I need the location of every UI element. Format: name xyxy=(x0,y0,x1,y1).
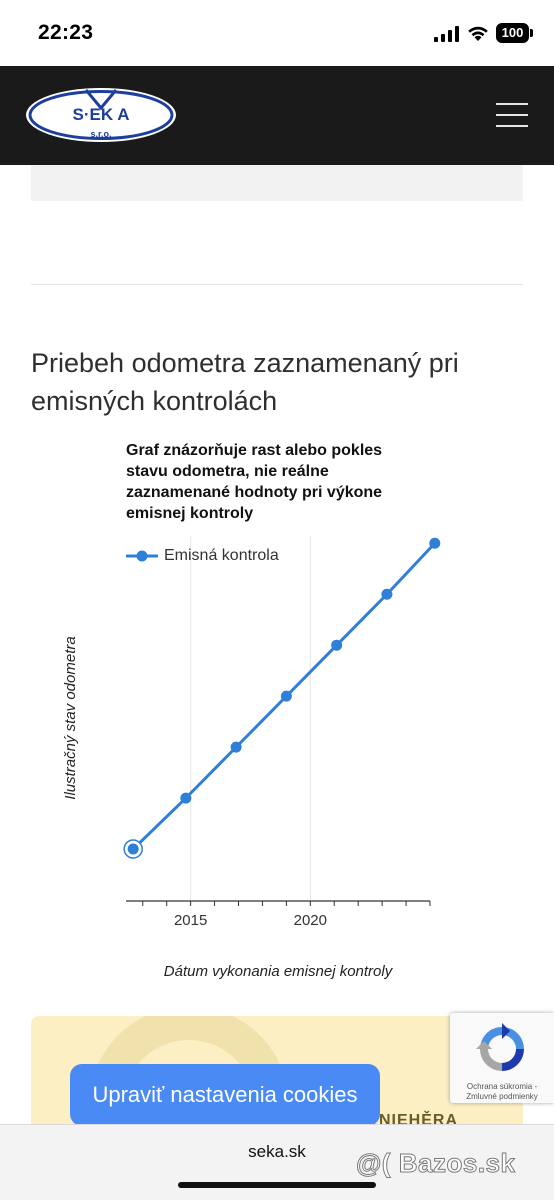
logo-text: S·EK A xyxy=(73,105,130,124)
hamburger-menu-icon[interactable] xyxy=(494,101,530,131)
battery-level: 100 xyxy=(501,25,524,40)
logo-subtext: s.r.o. xyxy=(90,129,111,139)
data-point[interactable] xyxy=(429,537,441,549)
seka-logo[interactable]: S·EK A s.r.o. xyxy=(24,86,178,144)
section-title: Priebeh odometra zaznamenaný pri emisnýc… xyxy=(31,348,459,416)
wifi-icon xyxy=(468,26,488,41)
recaptcha-links[interactable]: Ochrana súkromia - Zmluvné podmienky xyxy=(466,1082,538,1101)
recaptcha-icon xyxy=(476,1023,524,1071)
recaptcha-badge[interactable]: Ochrana súkromia - Zmluvné podmienky xyxy=(450,1013,554,1103)
cookie-settings-button[interactable]: Upraviť nastavenia cookies xyxy=(70,1064,380,1126)
x-tick-label: 2015 xyxy=(173,912,208,929)
data-point[interactable] xyxy=(331,639,343,651)
content-placeholder-block xyxy=(31,165,523,201)
legend-item-emisna-kontrola[interactable]: Emisná kontrola xyxy=(164,547,279,564)
data-point[interactable] xyxy=(230,741,242,753)
cellular-signal-icon xyxy=(434,26,459,42)
y-axis-label: Ilustračný stav odometra xyxy=(62,636,79,800)
data-point[interactable] xyxy=(381,588,393,600)
chart-title: Graf znázorňuje rast alebo pokles stavu … xyxy=(126,442,383,522)
data-point[interactable] xyxy=(180,792,192,804)
battery-icon: 100 xyxy=(496,23,534,43)
legend-line-icon xyxy=(126,550,158,562)
x-tick-label: 2020 xyxy=(293,912,327,929)
url-text[interactable]: seka.sk xyxy=(248,1142,306,1161)
x-axis-label: Dátum vykonania emisnej kontroly xyxy=(163,963,393,980)
status-time: 22:23 xyxy=(38,21,94,44)
home-indicator xyxy=(178,1182,376,1188)
data-point[interactable] xyxy=(280,690,292,702)
section-divider xyxy=(31,284,523,285)
status-bar: 22:23 100 xyxy=(0,0,554,66)
bazos-watermark: @( Bazos.sk xyxy=(355,1148,516,1179)
data-point[interactable] xyxy=(127,843,139,855)
site-header: S·EK A s.r.o. xyxy=(0,66,554,165)
browser-address-bar[interactable]: seka.sk xyxy=(0,1124,554,1200)
